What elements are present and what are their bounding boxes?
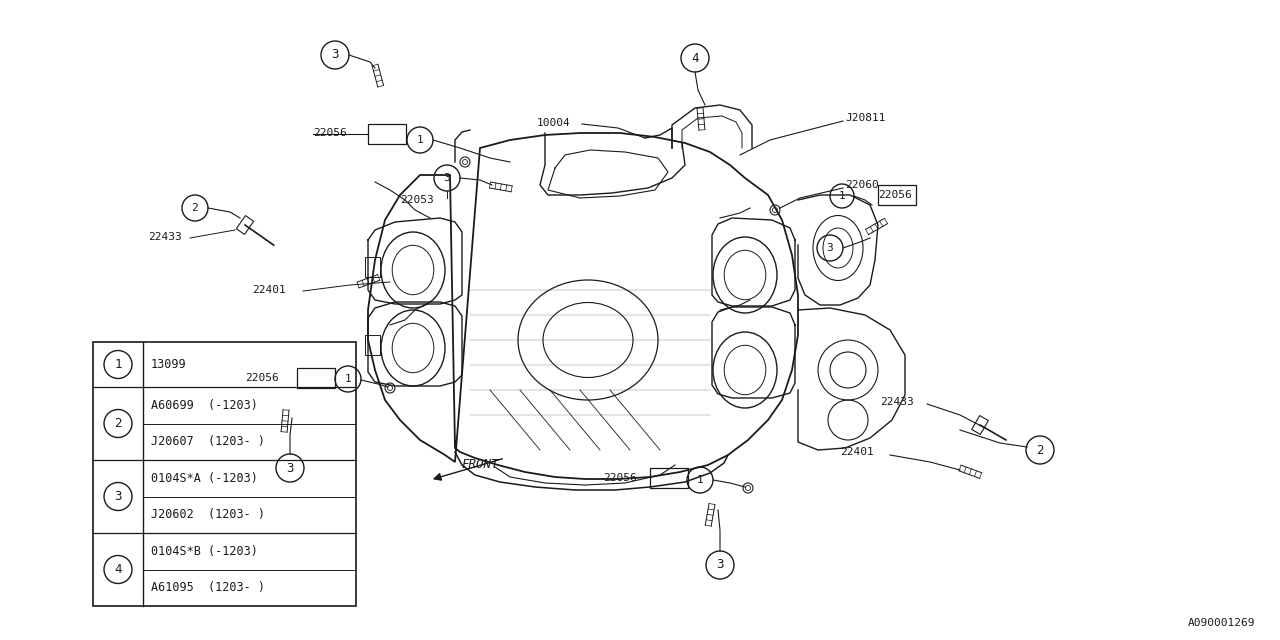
Text: 22401: 22401 [252,285,285,295]
Text: 3: 3 [827,243,833,253]
Bar [369,124,406,144]
Text: 22433: 22433 [881,397,914,407]
Text: 1: 1 [696,475,704,485]
Text: 13099: 13099 [151,358,187,371]
Text: 0104S*A (-1203): 0104S*A (-1203) [151,472,257,484]
Text: 22056: 22056 [603,473,636,483]
Text: 1: 1 [114,358,122,371]
Text: 22056: 22056 [878,190,911,200]
Bar [878,185,916,205]
Text: 0104S*B (-1203): 0104S*B (-1203) [151,545,257,557]
Text: 22060: 22060 [845,180,879,190]
Text: J20811: J20811 [845,113,886,123]
Text: 1: 1 [838,191,845,201]
Bar [650,468,689,488]
Text: 2: 2 [1037,444,1043,456]
Text: J20602  (1203- ): J20602 (1203- ) [151,508,265,521]
Text: 22401: 22401 [840,447,874,457]
Bar [365,257,380,277]
Bar [93,342,356,606]
Text: 10004: 10004 [538,118,571,128]
Text: 2: 2 [192,203,198,213]
Bar [297,368,335,388]
Text: 1: 1 [344,374,352,384]
Bar [365,335,380,355]
Text: J20607  (1203- ): J20607 (1203- ) [151,435,265,448]
Text: 22053: 22053 [399,195,434,205]
Text: 3: 3 [717,559,723,572]
Text: 3: 3 [114,490,122,503]
Text: 4: 4 [691,51,699,65]
Text: A60699  (-1203): A60699 (-1203) [151,399,257,412]
Text: FRONT: FRONT [461,458,499,472]
Text: A61095  (1203- ): A61095 (1203- ) [151,581,265,595]
Text: 22056: 22056 [314,128,347,138]
Text: 3: 3 [444,173,451,183]
Text: 2: 2 [114,417,122,430]
Text: 1: 1 [416,135,424,145]
Text: 4: 4 [114,563,122,576]
Text: 3: 3 [332,49,339,61]
Text: 22433: 22433 [148,232,182,242]
Text: A090001269: A090001269 [1188,618,1254,628]
Text: 3: 3 [287,461,293,474]
Text: 22056: 22056 [244,373,279,383]
